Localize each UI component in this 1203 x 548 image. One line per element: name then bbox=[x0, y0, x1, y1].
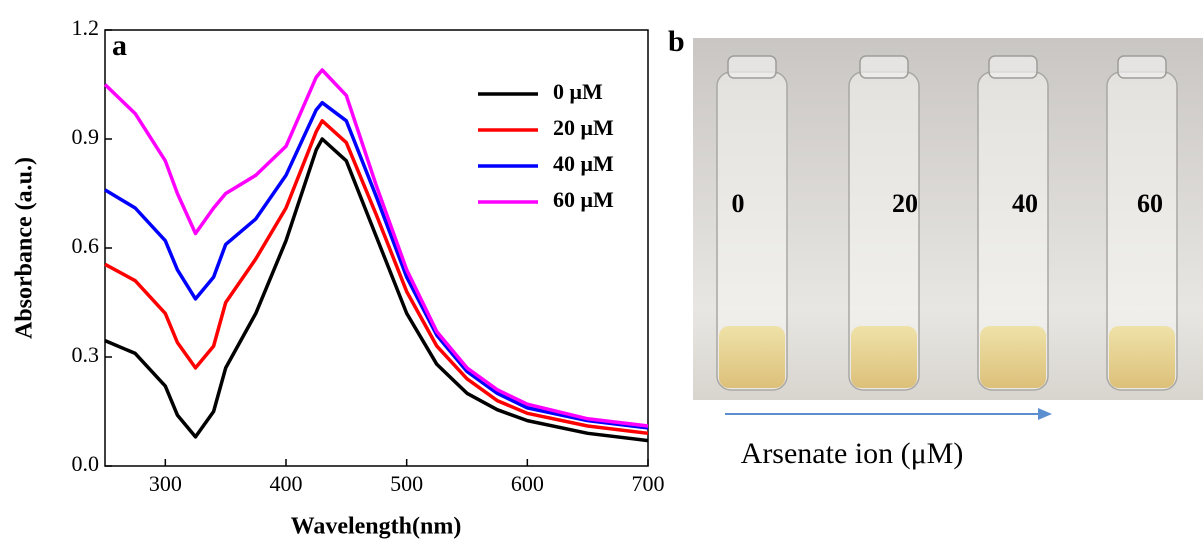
x-tick-label: 500 bbox=[390, 471, 423, 496]
vial-liquid bbox=[719, 326, 785, 388]
data-line bbox=[104, 137, 649, 443]
legend-label: 60 μM bbox=[553, 187, 614, 212]
vial-label: 0 bbox=[732, 189, 745, 218]
y-axis-label: Absorbance (a.u.) bbox=[12, 157, 38, 339]
x-tick-label: 700 bbox=[632, 471, 665, 496]
panel-label: b bbox=[668, 25, 685, 58]
x-tick-label: 300 bbox=[149, 471, 182, 496]
legend-label: 20 μM bbox=[553, 115, 614, 140]
vial-neck bbox=[859, 55, 909, 79]
vial-liquid bbox=[980, 326, 1046, 388]
arrow-head bbox=[1038, 408, 1052, 420]
vial-label: 60 bbox=[1137, 189, 1163, 218]
panel-label: a bbox=[112, 29, 127, 62]
vial-label: 20 bbox=[892, 189, 918, 218]
vial-liquid bbox=[1109, 326, 1175, 388]
vial-neck bbox=[1117, 55, 1167, 79]
x-axis-label: Wavelength(nm) bbox=[291, 514, 462, 540]
y-tick-label: 0.9 bbox=[72, 124, 100, 149]
x-tick-label: 400 bbox=[270, 471, 303, 496]
data-line bbox=[104, 119, 649, 436]
data-line bbox=[104, 100, 649, 430]
legend-label: 0 μM bbox=[553, 79, 603, 104]
photo-caption: Arsenate ion (μM) bbox=[741, 437, 964, 470]
vial-neck bbox=[727, 55, 777, 79]
y-tick-label: 0.6 bbox=[72, 233, 100, 258]
y-tick-label: 0.3 bbox=[72, 342, 100, 367]
y-tick-label: 0.0 bbox=[72, 451, 100, 476]
x-tick-label: 600 bbox=[511, 471, 544, 496]
y-tick-label: 1.2 bbox=[72, 15, 100, 40]
vial-neck bbox=[988, 55, 1038, 79]
vial-liquid bbox=[851, 326, 917, 388]
data-line bbox=[103, 68, 649, 428]
vial-label: 40 bbox=[1012, 189, 1038, 218]
legend-label: 40 μM bbox=[553, 151, 614, 176]
